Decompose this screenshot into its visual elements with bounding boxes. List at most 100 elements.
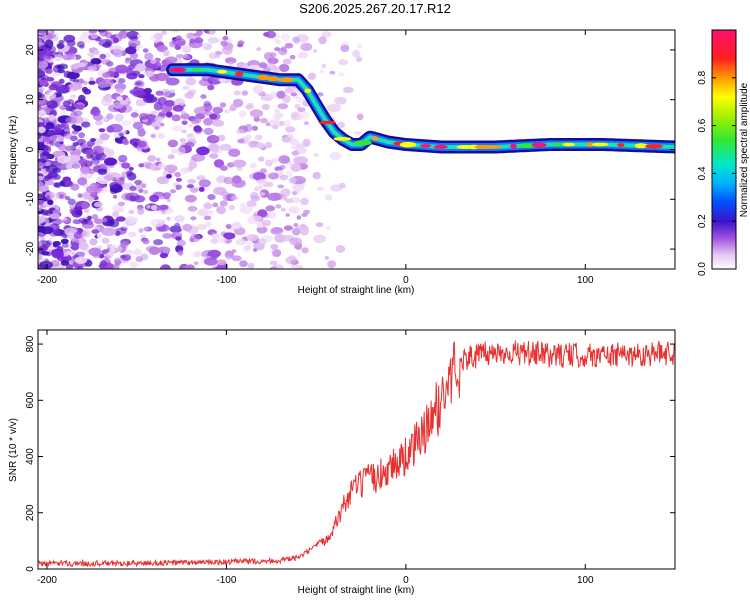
spectrogram-cell bbox=[184, 92, 195, 99]
spectrogram-cell bbox=[271, 157, 279, 163]
spectrogram-cell bbox=[114, 227, 127, 235]
spectrogram-cell bbox=[195, 250, 202, 256]
spectrogram-cell bbox=[51, 250, 65, 259]
spectrogram-cell bbox=[208, 30, 216, 35]
spectrogram-x-axis: -200 -100 0 100 bbox=[37, 30, 594, 286]
snr-xtick-label: -200 bbox=[37, 575, 57, 586]
spectrogram-cell bbox=[170, 89, 176, 93]
spectrogram-cell bbox=[104, 174, 114, 181]
spectrogram-cell bbox=[58, 39, 65, 44]
ridge-hotspot bbox=[433, 144, 448, 149]
spectrogram-cell bbox=[279, 174, 289, 181]
spectrogram-cell bbox=[138, 163, 145, 168]
spectrogram-cell bbox=[207, 37, 220, 44]
spectrogram-cell bbox=[48, 114, 56, 122]
spectrogram-cell bbox=[42, 151, 50, 157]
spectrogram-cell bbox=[81, 201, 90, 209]
spectrogram-cell bbox=[157, 163, 166, 169]
spectrogram-cell bbox=[135, 256, 144, 263]
spectrogram-cell bbox=[180, 167, 190, 174]
spectrogram-cell bbox=[288, 177, 297, 184]
spectrogram-cell bbox=[329, 151, 342, 161]
spectrogram-cell bbox=[185, 55, 191, 60]
spectrogram-cell bbox=[158, 111, 166, 117]
spectrogram-cell bbox=[54, 54, 63, 62]
spectrogram-cell bbox=[233, 90, 241, 96]
ridge-hotspot bbox=[592, 142, 609, 147]
spectrogram-cell bbox=[157, 132, 165, 140]
spectrogram-cell bbox=[188, 160, 198, 169]
spectrogram-cell bbox=[252, 84, 264, 94]
spectrogram-cell bbox=[290, 264, 297, 268]
spectrogram-cell bbox=[45, 68, 53, 74]
spectrogram-cell bbox=[303, 209, 311, 214]
spectrogram-cell bbox=[297, 107, 306, 113]
spectrogram-ytick-label: 10 bbox=[25, 94, 36, 106]
spectrogram-cell bbox=[252, 125, 258, 131]
spectrogram-cell bbox=[127, 64, 136, 70]
spectrogram-cell bbox=[86, 219, 93, 225]
spectrogram-cell bbox=[53, 205, 59, 209]
spectrogram-cell bbox=[129, 185, 137, 192]
spectrogram-cell bbox=[249, 162, 257, 169]
spectrogram-cell bbox=[70, 63, 80, 70]
spectrogram-cell bbox=[290, 92, 298, 97]
snr-frame bbox=[37, 329, 676, 570]
snr-x-axis: -200 -100 0 100 bbox=[37, 330, 594, 586]
spectrogram-cell bbox=[303, 226, 309, 231]
spectrogram-cell bbox=[317, 186, 324, 191]
spectrogram-cell bbox=[46, 195, 50, 200]
spectrogram-cell bbox=[244, 123, 253, 133]
spectrogram-cell bbox=[315, 222, 324, 228]
spectrogram-cell bbox=[298, 52, 308, 59]
spectrogram-cell bbox=[259, 192, 266, 196]
spectrogram-cell bbox=[160, 122, 165, 127]
snr-xtick-label: -100 bbox=[216, 575, 236, 586]
spectrogram-ytick-label: 0 bbox=[25, 146, 36, 152]
spectrogram-cell bbox=[280, 207, 286, 212]
spectrogram-cell bbox=[57, 63, 69, 70]
spectrogram-cell bbox=[57, 69, 65, 74]
spectrogram-cell bbox=[318, 36, 327, 45]
spectrogram-cell bbox=[130, 117, 137, 123]
spectrogram-cell bbox=[87, 52, 95, 57]
ridge-hotspot bbox=[553, 142, 562, 147]
spectrogram-cell bbox=[232, 159, 247, 168]
spectrogram-cell bbox=[83, 80, 88, 86]
spectrogram-cell bbox=[78, 132, 85, 139]
spectrogram-cell bbox=[155, 90, 164, 96]
spectrogram-cell bbox=[252, 172, 266, 181]
spectrogram-cell bbox=[277, 103, 289, 110]
spectrogram-cell bbox=[163, 49, 170, 57]
spectrogram-cell bbox=[113, 194, 118, 199]
spectrogram-cell bbox=[235, 238, 247, 246]
spectrogram-cell bbox=[313, 152, 320, 158]
spectrogram-cell bbox=[150, 205, 158, 211]
spectrogram-cell bbox=[50, 213, 60, 220]
ridge-hotspot bbox=[169, 67, 187, 73]
spectrogram-cell bbox=[262, 219, 272, 227]
spectrogram-cell bbox=[356, 56, 363, 62]
spectrogram-cell bbox=[149, 194, 160, 203]
snr-series-line bbox=[38, 339, 675, 568]
spectrogram-cell bbox=[135, 99, 147, 107]
spectrogram-cell bbox=[172, 30, 179, 33]
spectrogram-cell bbox=[73, 110, 83, 117]
spectrogram-cell bbox=[288, 206, 300, 214]
spectrogram-cell bbox=[143, 87, 152, 94]
spectrogram-cell bbox=[38, 180, 45, 189]
spectrogram-cell bbox=[46, 33, 56, 39]
spectrogram-cell bbox=[270, 266, 277, 269]
spectrogram-cell bbox=[209, 153, 219, 159]
spectrogram-cell bbox=[207, 249, 221, 258]
snr-ytick-label: 0 bbox=[25, 566, 36, 572]
spectrogram-cell bbox=[77, 265, 84, 269]
spectrogram-cell bbox=[278, 47, 288, 56]
spectrogram-cell bbox=[58, 143, 66, 151]
spectrogram-cell bbox=[232, 98, 244, 108]
spectrogram-cell bbox=[55, 138, 60, 142]
spectrogram-cell bbox=[63, 227, 78, 236]
spectrogram-cell bbox=[203, 30, 210, 34]
spectrogram-cell bbox=[180, 110, 187, 115]
spectrogram-cell bbox=[254, 134, 263, 141]
